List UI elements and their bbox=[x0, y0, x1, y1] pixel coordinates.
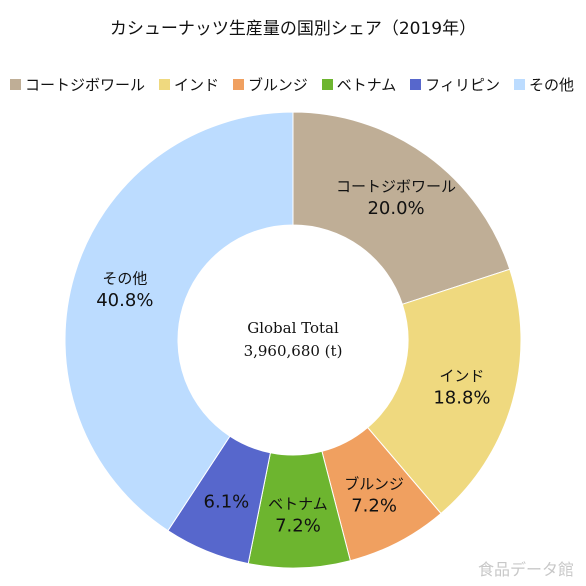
legend-swatch bbox=[321, 78, 333, 90]
legend-swatch bbox=[410, 78, 422, 90]
slice-percent-label: 40.8% bbox=[96, 290, 153, 311]
chart-title: カシューナッツ生産量の国別シェア（2019年） bbox=[109, 19, 477, 39]
slice-percent-label: 18.8% bbox=[433, 388, 490, 409]
donut-slice bbox=[64, 111, 294, 532]
slice-percent-label: 20.0% bbox=[367, 198, 424, 219]
legend-item: インド bbox=[159, 74, 219, 95]
legend-item: コートジボワール bbox=[10, 74, 145, 95]
legend-label: フィリピン bbox=[425, 75, 500, 94]
legend-label: ベトナム bbox=[336, 75, 397, 94]
legend-swatch bbox=[514, 78, 525, 90]
slice-name-label: インド bbox=[439, 367, 484, 385]
center-title: Global Total bbox=[247, 319, 339, 337]
legend-swatch bbox=[10, 78, 21, 90]
slice-name-label: その他 bbox=[102, 269, 147, 287]
legend-item: ベトナム bbox=[321, 74, 397, 95]
legend-swatch bbox=[233, 78, 245, 90]
legend-label: コートジボワール bbox=[25, 75, 146, 94]
slice-name-label: ベトナム bbox=[268, 495, 328, 513]
legend-label: インド bbox=[174, 75, 220, 94]
legend-swatch bbox=[159, 78, 171, 90]
legend-label: その他 bbox=[529, 75, 575, 94]
slice-name-label: コートジボワール bbox=[336, 177, 456, 195]
legend-item: ブルンジ bbox=[233, 74, 308, 95]
donut-slice bbox=[292, 111, 511, 305]
donut-slice bbox=[366, 268, 522, 515]
legend-item: その他 bbox=[514, 74, 574, 95]
legend: コートジボワール インド ブルンジ ベトナム フィリピン その他 bbox=[10, 72, 580, 96]
slice-percent-label: 7.2% bbox=[275, 515, 321, 536]
slice-percent-label: 7.2% bbox=[351, 496, 397, 517]
slice-percent-label: 6.1% bbox=[204, 491, 250, 512]
center-total: 3,960,680 (t) bbox=[244, 342, 343, 360]
legend-label: ブルンジ bbox=[248, 75, 308, 94]
watermark: 食品データ館 bbox=[477, 560, 574, 579]
legend-item: フィリピン bbox=[410, 74, 500, 95]
slice-name-label: ブルンジ bbox=[344, 475, 404, 493]
